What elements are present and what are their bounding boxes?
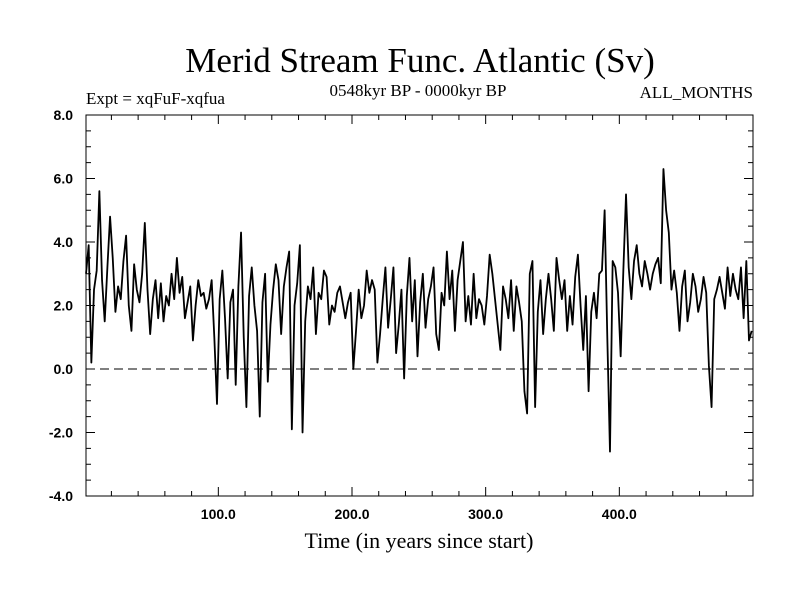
period-label: 0548kyr BP - 0000kyr BP bbox=[330, 81, 507, 100]
months-label: ALL_MONTHS bbox=[640, 83, 753, 102]
y-tick-label: -4.0 bbox=[49, 488, 73, 504]
y-tick-label: 8.0 bbox=[54, 107, 74, 123]
x-tick-label: 200.0 bbox=[334, 506, 369, 522]
experiment-label: Expt = xqFuF-xqfua bbox=[86, 89, 225, 108]
x-tick-label: 100.0 bbox=[201, 506, 236, 522]
series-line bbox=[85, 168, 753, 453]
y-tick-label: 2.0 bbox=[54, 298, 74, 314]
y-tick-label: 6.0 bbox=[54, 171, 74, 187]
x-tick-label: 300.0 bbox=[468, 506, 503, 522]
x-tick-label: 400.0 bbox=[602, 506, 637, 522]
chart-title: Merid Stream Func. Atlantic (Sv) bbox=[185, 41, 655, 80]
y-tick-label: 0.0 bbox=[54, 361, 74, 377]
x-axis-label: Time (in years since start) bbox=[305, 528, 534, 553]
y-tick-label: -2.0 bbox=[49, 425, 73, 441]
y-tick-label: 4.0 bbox=[54, 234, 74, 250]
